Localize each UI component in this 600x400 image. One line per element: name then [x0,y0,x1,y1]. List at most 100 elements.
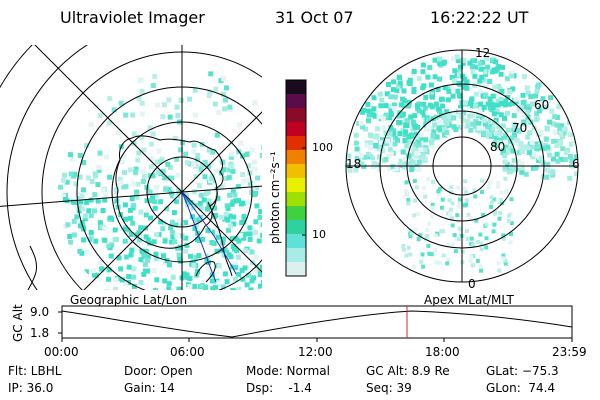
aurora-pixel [408,114,414,120]
aurora-pixel [503,261,508,266]
aurora-pixel [116,130,122,136]
aurora-pixel [232,198,238,204]
aurora-pixel [233,265,239,271]
aurora-pixel [107,96,113,102]
aurora-pixel [429,91,435,97]
aurora-pixel [222,97,228,103]
aurora-pixel [402,138,408,143]
aurora-pixel [220,236,226,242]
aurora-pixel [449,185,454,190]
aurora-pixel [478,88,484,94]
aurora-pixel [258,283,262,289]
aurora-pixel [400,128,406,134]
aurora-pixel [513,96,519,102]
aurora-pixel [216,263,222,269]
aurora-pixel [173,309,178,314]
aurora-pixel [154,277,160,283]
aurora-pixel [220,296,225,301]
aurora-pixel [543,136,549,142]
aurora-pixel [412,141,418,147]
aurora-pixel [102,225,108,231]
aurora-pixel [430,202,435,207]
aurora-pixel [558,156,564,162]
aurora-pixel [433,101,439,107]
aurora-pixel [141,271,147,277]
aurora-pixel [489,195,494,200]
aurora-pixel [230,287,236,290]
aurora-pixel [200,162,206,168]
aurora-pixel [135,181,141,187]
aurora-pixel [102,197,108,203]
aurora-pixel [160,253,166,259]
aurora-pixel [547,152,553,158]
aurora-pixel [230,188,236,194]
aurora-pixel [421,140,427,146]
apex-map [345,49,579,283]
aurora-pixel [387,115,393,121]
aurora-pixel [167,175,173,181]
aurora-pixel [457,226,462,231]
colorbar-tick-10: 10 [312,228,326,241]
lat-label-80: 80 [490,140,506,154]
aurora-pixel [148,164,154,170]
aurora-pixel [72,171,78,177]
status-mode: Mode: Normal [246,364,330,378]
aurora-pixel [549,108,555,114]
aurora-pixel [420,69,426,75]
aurora-pixel [260,280,262,285]
aurora-pixel [526,104,532,109]
aurora-pixel [196,183,202,188]
aurora-pixel [138,225,144,231]
aurora-pixel [228,161,234,167]
aurora-pixel [415,138,421,144]
aurora-pixel [147,125,153,131]
aurora-pixel [224,279,230,285]
aurora-pixel [212,205,218,211]
aurora-pixel [525,90,531,96]
aurora-pixel [402,268,407,273]
aurora-pixel [354,146,360,152]
aurora-pixel [142,261,148,267]
aurora-pixel [263,172,268,177]
aurora-pixel [205,206,210,212]
aurora-pixel [434,260,439,265]
aurora-pixel [410,159,416,165]
aurora-pixel [209,161,215,167]
aurora-pixel [173,194,179,200]
aurora-pixel [112,227,118,233]
aurora-pixel [133,169,139,175]
aurora-pixel [551,138,557,144]
aurora-pixel [145,254,151,260]
aurora-pixel [550,172,556,178]
aurora-pixel [408,252,413,257]
aurora-pixel [71,232,77,238]
aurora-pixel [423,137,429,143]
aurora-pixel [222,106,228,112]
aurora-pixel [563,150,569,156]
aurora-pixel [451,124,457,130]
aurora-pixel [447,198,452,203]
aurora-pixel [97,113,103,118]
mlt-label-6: 6 [572,157,580,171]
aurora-pixel [244,152,250,157]
aurora-pixel [128,232,134,237]
aurora-pixel [515,142,521,147]
aurora-pixel [444,109,450,115]
aurora-pixel [498,211,503,215]
aurora-pixel [269,143,274,148]
aurora-pixel [252,159,257,165]
aurora-pixel [170,219,175,225]
aurora-pixel [76,208,82,214]
colorbar-band [286,80,306,95]
aurora-pixel [202,310,207,315]
aurora-pixel [149,156,155,162]
aurora-pixel [519,144,525,150]
aurora-pixel [386,103,392,109]
aurora-pixel [496,124,502,130]
aurora-pixel [499,198,504,202]
aurora-pixel [510,148,516,154]
aurora-pixel [465,118,471,124]
aurora-pixel [119,277,125,283]
aurora-pixel [451,78,457,84]
